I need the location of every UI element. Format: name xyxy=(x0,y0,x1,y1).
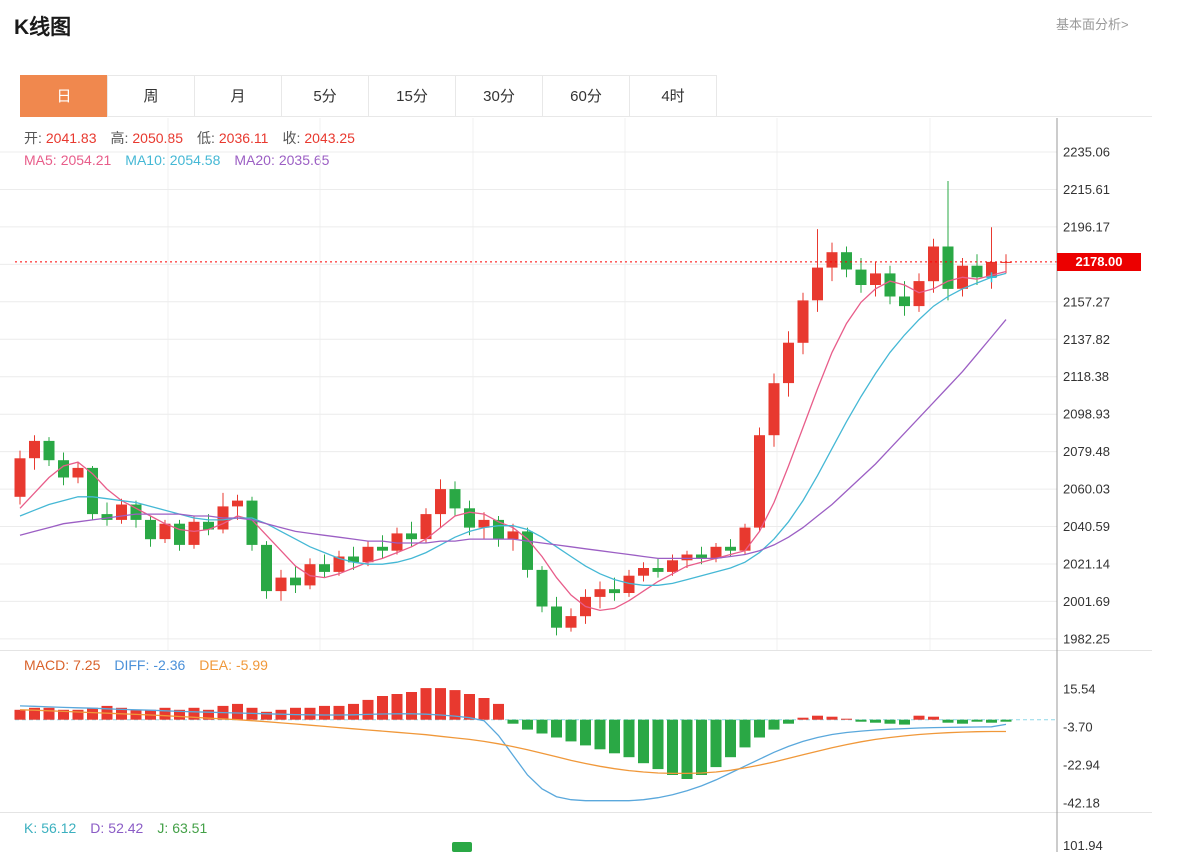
kdj-row-k-value: 56.12 xyxy=(41,820,77,836)
svg-text:2157.27: 2157.27 xyxy=(1063,294,1110,309)
tab-周[interactable]: 周 xyxy=(107,75,195,117)
ma20-line xyxy=(19,319,1007,560)
svg-text:2137.82: 2137.82 xyxy=(1063,332,1110,347)
ma-row-ma5-value: 2054.21 xyxy=(60,152,112,168)
kdj-partial-bar xyxy=(452,842,472,852)
ohlc-row-open-label: 开: xyxy=(24,130,42,146)
price-axis-labels: 2235.06 2215.61 2196.17 2157.27 2137.82 2118.… xyxy=(1063,145,1110,647)
fundamental-analysis-link[interactable]: 基本面分析> xyxy=(1056,17,1129,32)
tab-30分[interactable]: 30分 xyxy=(455,75,543,117)
svg-text:2001.69: 2001.69 xyxy=(1063,594,1110,609)
latest-tick-marker xyxy=(986,272,997,283)
kdj-info: K: 56.12 D: 52.42 J: 63.51 xyxy=(24,820,221,836)
tab-15分[interactable]: 15分 xyxy=(368,75,456,117)
ohlc-row-open-value: 2041.83 xyxy=(45,130,97,146)
svg-text:2040.59: 2040.59 xyxy=(1063,519,1110,534)
svg-text:-22.94: -22.94 xyxy=(1063,758,1100,773)
ohlc-row-high-label: 高: xyxy=(110,130,129,146)
macd-row-macd-value: 7.25 xyxy=(73,657,101,673)
ma5-line xyxy=(19,270,1007,612)
tab-日[interactable]: 日 xyxy=(20,75,108,117)
grid-lines xyxy=(0,118,1057,650)
ohlc-info: 开: 2041.83 高: 2050.85 低: 2036.11 收: 2043.25 xyxy=(24,128,369,148)
macd-row-macd-label: MACD: xyxy=(24,657,70,673)
svg-text:2079.48: 2079.48 xyxy=(1063,444,1110,459)
svg-text:-42.18: -42.18 xyxy=(1063,796,1100,811)
svg-text:1982.25: 1982.25 xyxy=(1063,631,1110,646)
svg-text:2021.14: 2021.14 xyxy=(1063,557,1110,572)
tab-月[interactable]: 月 xyxy=(194,75,282,117)
macd-histogram xyxy=(14,688,1012,779)
ohlc-row-close-value: 2043.25 xyxy=(304,130,355,146)
ohlc-row-high-value: 2050.85 xyxy=(132,130,183,146)
candlestick-chart[interactable]: 2235.06 2215.61 2196.17 2157.27 2137.82 2118.… xyxy=(0,118,1180,650)
kdj-row-d-value: 52.42 xyxy=(108,820,144,836)
dea-line xyxy=(19,709,1006,775)
svg-text:2235.06: 2235.06 xyxy=(1063,145,1110,160)
macd-info: MACD: 7.25 DIFF: -2.36 DEA: -5.99 xyxy=(24,657,282,673)
ma-row-ma5-label: MA5: xyxy=(24,152,57,168)
svg-text:15.54: 15.54 xyxy=(1063,682,1096,697)
candles-group xyxy=(14,181,1012,636)
macd-axis-labels: 15.54 -3.70 -22.94 -42.18 xyxy=(1063,682,1100,811)
ma-row-ma20-value: 2035.65 xyxy=(278,152,330,168)
svg-text:2118.38: 2118.38 xyxy=(1063,369,1109,384)
diff-line xyxy=(19,705,1007,802)
macd-row-dea-value: -5.99 xyxy=(235,657,268,673)
kdj-row-d-label: D: xyxy=(90,820,105,836)
svg-text:2196.17: 2196.17 xyxy=(1063,219,1110,234)
macd-row-dea-label: DEA: xyxy=(199,657,232,673)
ohlc-row-low-value: 2036.11 xyxy=(218,130,269,146)
kdj-row-k-label: K: xyxy=(24,820,38,836)
tab-5分[interactable]: 5分 xyxy=(281,75,369,117)
kdj-row-j-label: J: xyxy=(157,820,169,836)
kdj-chart: 101.94 xyxy=(0,812,1152,852)
svg-text:2060.03: 2060.03 xyxy=(1063,482,1110,497)
current-price-badge: 2178.00 xyxy=(1057,253,1141,271)
ma-row-ma10-value: 2054.58 xyxy=(169,152,221,168)
svg-text:2098.93: 2098.93 xyxy=(1063,407,1110,422)
ohlc-row-close-label: 收: xyxy=(282,130,301,146)
tab-60分[interactable]: 60分 xyxy=(542,75,630,117)
macd-chart[interactable]: 15.54 -3.70 -22.94 -42.18 xyxy=(0,650,1180,812)
page-title: K线图 xyxy=(14,16,72,39)
kdj-row-j-value: 63.51 xyxy=(172,820,208,836)
ma-row-ma20-label: MA20: xyxy=(234,152,275,168)
ma-row-ma10-label: MA10: xyxy=(125,152,166,168)
svg-text:2215.61: 2215.61 xyxy=(1063,182,1110,197)
ohlc-row-low-label: 低: xyxy=(197,130,215,146)
macd-row-diff-value: -2.36 xyxy=(153,657,186,673)
kdj-axis-label: 101.94 xyxy=(1063,838,1103,852)
ma-info: MA5: 2054.21 MA10: 2054.58 MA20: 2035.65 xyxy=(24,152,343,168)
svg-text:-3.70: -3.70 xyxy=(1063,720,1093,735)
ma10-line xyxy=(19,272,1007,586)
period-tabs: 日周月 5分 15分 30分 60分 4时 xyxy=(20,75,717,117)
tab-4时[interactable]: 4时 xyxy=(629,75,717,117)
macd-row-diff-label: DIFF: xyxy=(114,657,150,673)
